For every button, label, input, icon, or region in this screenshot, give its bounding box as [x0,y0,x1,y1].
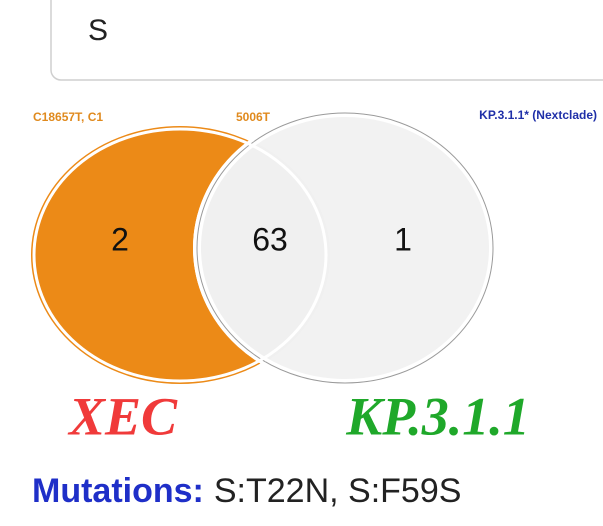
mutations-label: Mutations: [32,472,204,510]
mutations: Mutations: S:T22N, S:F59S [32,472,461,510]
intersection-gap [32,127,328,383]
left-name: XEC [67,386,178,446]
right-label: KP.3.1.1* (Nextclade) [479,108,597,122]
search-text: S [88,14,108,47]
left-label: 5006T [236,110,271,124]
search-box[interactable] [50,0,603,81]
left-label: C18657T, C1 [33,110,103,124]
region-count: 1 [394,221,412,257]
intersection [193,125,330,385]
mutations-text: S:T22N, S:F59S [214,472,462,510]
region-count: 63 [252,221,288,257]
region-count: 2 [111,221,129,257]
right-name: KP.3.1.1 [345,386,530,446]
